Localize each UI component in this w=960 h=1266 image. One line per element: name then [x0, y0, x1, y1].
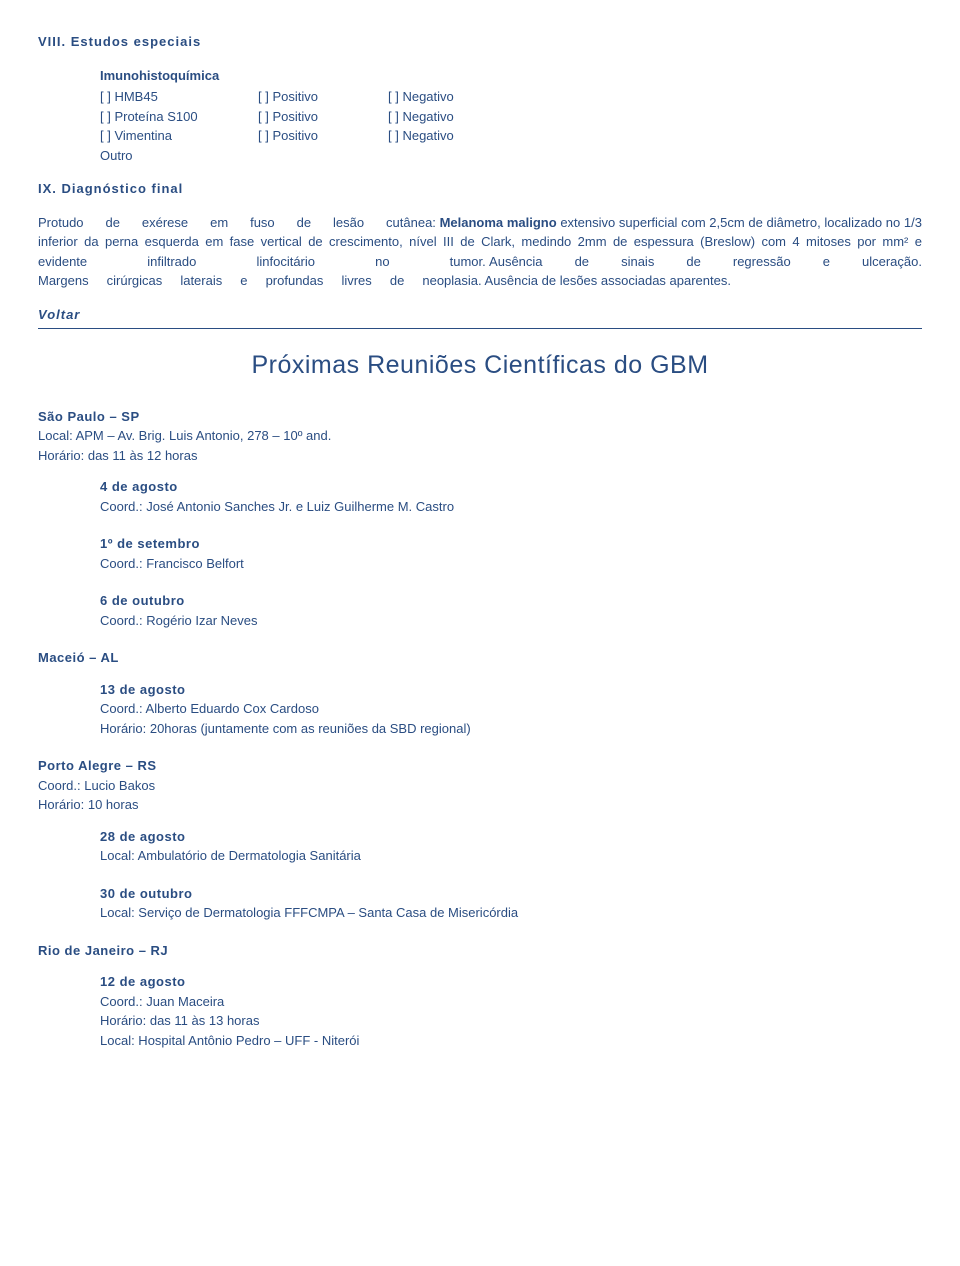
cell: Outro	[100, 146, 258, 166]
poa-coord: Coord.: Lucio Bakos	[38, 776, 922, 796]
page-title: Próximas Reuniões Científicas do GBM	[38, 347, 922, 385]
section-8-title: VIII. Estudos especiais	[38, 32, 922, 52]
cell: [ ] Negativo	[388, 87, 538, 107]
event-line: Local: Ambulatório de Dermatologia Sanit…	[100, 846, 922, 866]
diagnosis-body: Protudo de exérese em fuso de lesão cutâ…	[38, 213, 922, 291]
event-line: Horário: das 11 às 13 horas	[100, 1011, 922, 1031]
section-9-title: IX. Diagnóstico final	[38, 179, 922, 199]
cell: [ ] Negativo	[388, 107, 538, 127]
event-line: Local: Serviço de Dermatologia FFFCMPA –…	[100, 903, 922, 923]
event-date: 4 de agosto	[100, 477, 922, 497]
cell: [ ] Positivo	[258, 107, 388, 127]
event-line: Coord.: Juan Maceira	[100, 992, 922, 1012]
city-heading-maceio: Maceió – AL	[38, 648, 922, 668]
event-date: 28 de agosto	[100, 827, 922, 847]
iq-title: Imunohistoquímica	[100, 66, 922, 86]
table-row: [ ] Proteína S100 [ ] Positivo [ ] Negat…	[100, 107, 922, 127]
divider	[38, 328, 922, 329]
city-heading-sp: São Paulo – SP	[38, 407, 922, 427]
cell: [ ] Negativo	[388, 126, 538, 146]
cell: [ ] HMB45	[100, 87, 258, 107]
event-date: 1º de setembro	[100, 534, 922, 554]
event-line: Coord.: Rogério Izar Neves	[100, 611, 922, 631]
poa-horario: Horário: 10 horas	[38, 795, 922, 815]
city-heading-poa: Porto Alegre – RS	[38, 756, 922, 776]
event-date: 12 de agosto	[100, 972, 922, 992]
voltar-link[interactable]: Voltar	[38, 305, 922, 325]
cell: [ ] Proteína S100	[100, 107, 258, 127]
table-row: [ ] HMB45 [ ] Positivo [ ] Negativo	[100, 87, 922, 107]
iq-table: [ ] HMB45 [ ] Positivo [ ] Negativo [ ] …	[100, 87, 922, 165]
cell: [ ] Positivo	[258, 126, 388, 146]
sp-local: Local: APM – Av. Brig. Luis Antonio, 278…	[38, 426, 922, 446]
event-line: Coord.: Alberto Eduardo Cox Cardoso	[100, 699, 922, 719]
event-line: Coord.: Francisco Belfort	[100, 554, 922, 574]
table-row: Outro	[100, 146, 922, 166]
event-line: Horário: 20horas (juntamente com as reun…	[100, 719, 922, 739]
city-heading-rj: Rio de Janeiro – RJ	[38, 941, 922, 961]
event-date: 30 de outubro	[100, 884, 922, 904]
cell: [ ] Vimentina	[100, 126, 258, 146]
cell: [ ] Positivo	[258, 87, 388, 107]
sp-horario: Horário: das 11 às 12 horas	[38, 446, 922, 466]
table-row: [ ] Vimentina [ ] Positivo [ ] Negativo	[100, 126, 922, 146]
event-line: Coord.: José Antonio Sanches Jr. e Luiz …	[100, 497, 922, 517]
event-date: 6 de outubro	[100, 591, 922, 611]
event-date: 13 de agosto	[100, 680, 922, 700]
event-line: Local: Hospital Antônio Pedro – UFF - Ni…	[100, 1031, 922, 1051]
